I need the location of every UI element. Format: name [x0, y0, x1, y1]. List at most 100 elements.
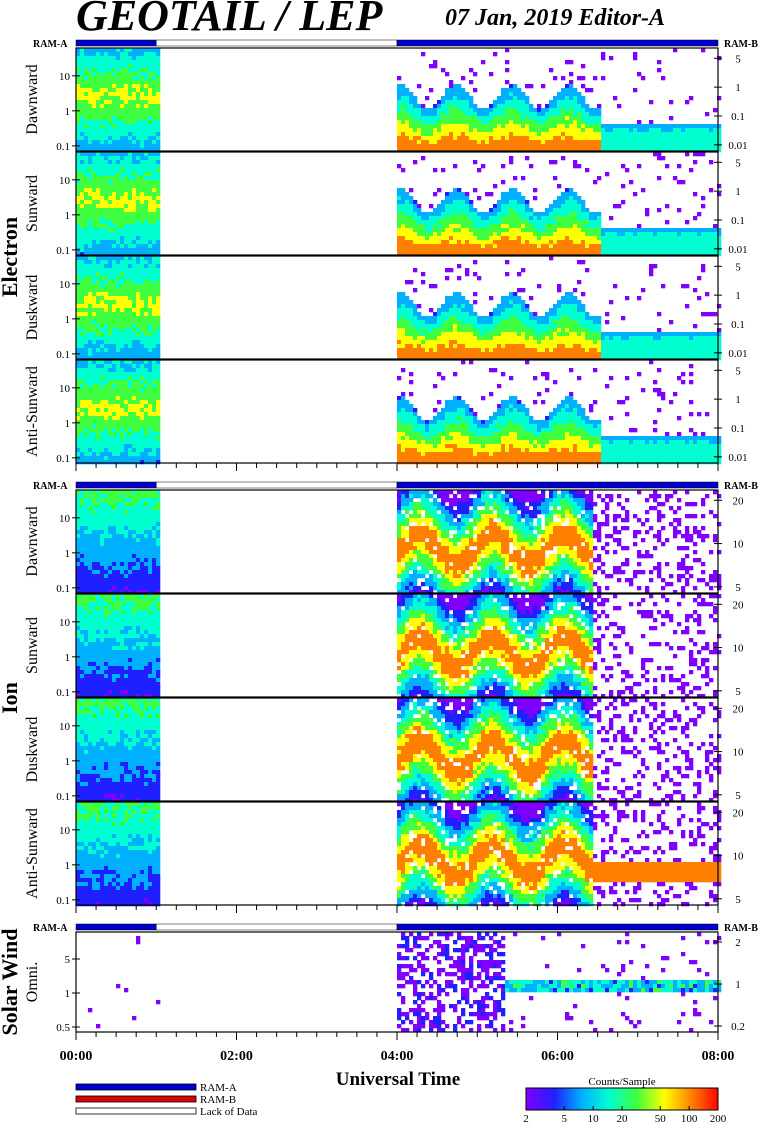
- heatmap-cell: [701, 148, 706, 153]
- heatmap-cell: [112, 236, 117, 241]
- heatmap-cell: [577, 304, 582, 309]
- heatmap-cell: [533, 216, 538, 221]
- heatmap-cell: [76, 116, 81, 121]
- heatmap-cell: [473, 328, 478, 333]
- heatmap-cell: [597, 212, 602, 217]
- heatmap-cell: [92, 312, 97, 317]
- heatmap-cell: [497, 120, 502, 125]
- heatmap-cell: [80, 184, 85, 189]
- heatmap-cell: [413, 332, 418, 337]
- heatmap-cell: [104, 276, 109, 281]
- heatmap-cell: [569, 208, 574, 213]
- heatmap-cell: [401, 100, 406, 105]
- heatmap-cell: [457, 228, 462, 233]
- heatmap-cell: [152, 324, 157, 329]
- heatmap-cell: [597, 344, 602, 349]
- heatmap-cell: [613, 228, 618, 233]
- heatmap-cell: [80, 168, 85, 173]
- heatmap-cell: [148, 100, 153, 105]
- heatmap-cell: [717, 340, 722, 345]
- heatmap-cell: [140, 264, 145, 269]
- heatmap-cell: [120, 184, 125, 189]
- heatmap-cell: [429, 332, 434, 337]
- heatmap-cell: [128, 356, 133, 361]
- heatmap-cell: [481, 148, 486, 153]
- heatmap-cell: [517, 288, 522, 293]
- heatmap-cell: [613, 332, 618, 337]
- heatmap-cell: [585, 88, 590, 93]
- heatmap-cell: [413, 268, 418, 273]
- heatmap-cell: [96, 396, 101, 401]
- heatmap-cell: [397, 340, 402, 345]
- heatmap-cell: [100, 360, 105, 365]
- heatmap-cell: [80, 428, 85, 433]
- heatmap-cell: [80, 152, 85, 157]
- heatmap-cell: [545, 236, 550, 241]
- heatmap-cell: [565, 248, 570, 253]
- heatmap-cell: [112, 392, 117, 397]
- heatmap-cell: [124, 112, 129, 117]
- heatmap-cell: [557, 244, 562, 249]
- heatmap-cell: [597, 336, 602, 341]
- heatmap-cell: [529, 104, 534, 109]
- heatmap-cell: [665, 204, 670, 209]
- heatmap-cell: [401, 344, 406, 349]
- heatmap-cell: [140, 320, 145, 325]
- heatmap-cell: [120, 420, 125, 425]
- heatmap-cell: [108, 232, 113, 237]
- heatmap-cell: [577, 356, 582, 361]
- heatmap-cell: [104, 256, 109, 261]
- heatmap-cell: [96, 456, 101, 461]
- heatmap-cell: [433, 224, 438, 229]
- heatmap-cell: [425, 324, 430, 329]
- heatmap-cell: [104, 324, 109, 329]
- heatmap-cell: [505, 348, 510, 353]
- heatmap-cell: [397, 100, 402, 105]
- heatmap-cell: [116, 312, 121, 317]
- heatmap-cell: [609, 144, 614, 149]
- heatmap-cell: [437, 116, 442, 121]
- heatmap-cell: [128, 180, 133, 185]
- heatmap-cell: [673, 232, 678, 237]
- heatmap-cell: [513, 252, 518, 257]
- heatmap-cell: [633, 252, 638, 257]
- heatmap-cell: [124, 292, 129, 297]
- heatmap-cell: [140, 324, 145, 329]
- heatmap-cell: [525, 204, 530, 209]
- heatmap-cell: [88, 436, 93, 441]
- heatmap-cell: [120, 80, 125, 85]
- heatmap-cell: [148, 264, 153, 269]
- heatmap-cell: [697, 336, 702, 341]
- heatmap-cell: [92, 256, 97, 261]
- heatmap-cell: [605, 148, 610, 153]
- heatmap-cell: [76, 92, 81, 97]
- heatmap-cell: [445, 296, 450, 301]
- heatmap-cell: [665, 124, 670, 129]
- heatmap-cell: [477, 236, 482, 241]
- heatmap-cell: [457, 264, 462, 269]
- heatmap-cell: [405, 120, 410, 125]
- heatmap-cell: [493, 128, 498, 133]
- heatmap-cell: [132, 180, 137, 185]
- heatmap-cell: [657, 144, 662, 149]
- heatmap-cell: [673, 332, 678, 337]
- heatmap-cell: [565, 340, 570, 345]
- heatmap-cell: [645, 344, 650, 349]
- heatmap-cell: [553, 208, 558, 213]
- heatmap-cell: [156, 204, 161, 209]
- heatmap-cell: [136, 52, 141, 57]
- heatmap-cell: [100, 452, 105, 457]
- heatmap-cell: [80, 352, 85, 357]
- heatmap-cell: [485, 240, 490, 245]
- heatmap-cell: [429, 236, 434, 241]
- heatmap-cell: [633, 140, 638, 145]
- heatmap-cell: [657, 252, 662, 257]
- heatmap-cell: [120, 96, 125, 101]
- heatmap-cell: [405, 308, 410, 313]
- heatmap-cell: [561, 124, 566, 129]
- heatmap-cell: [501, 220, 506, 225]
- heatmap-cell: [76, 264, 81, 269]
- heatmap-cell: [501, 324, 506, 329]
- heatmap-cell: [132, 272, 137, 277]
